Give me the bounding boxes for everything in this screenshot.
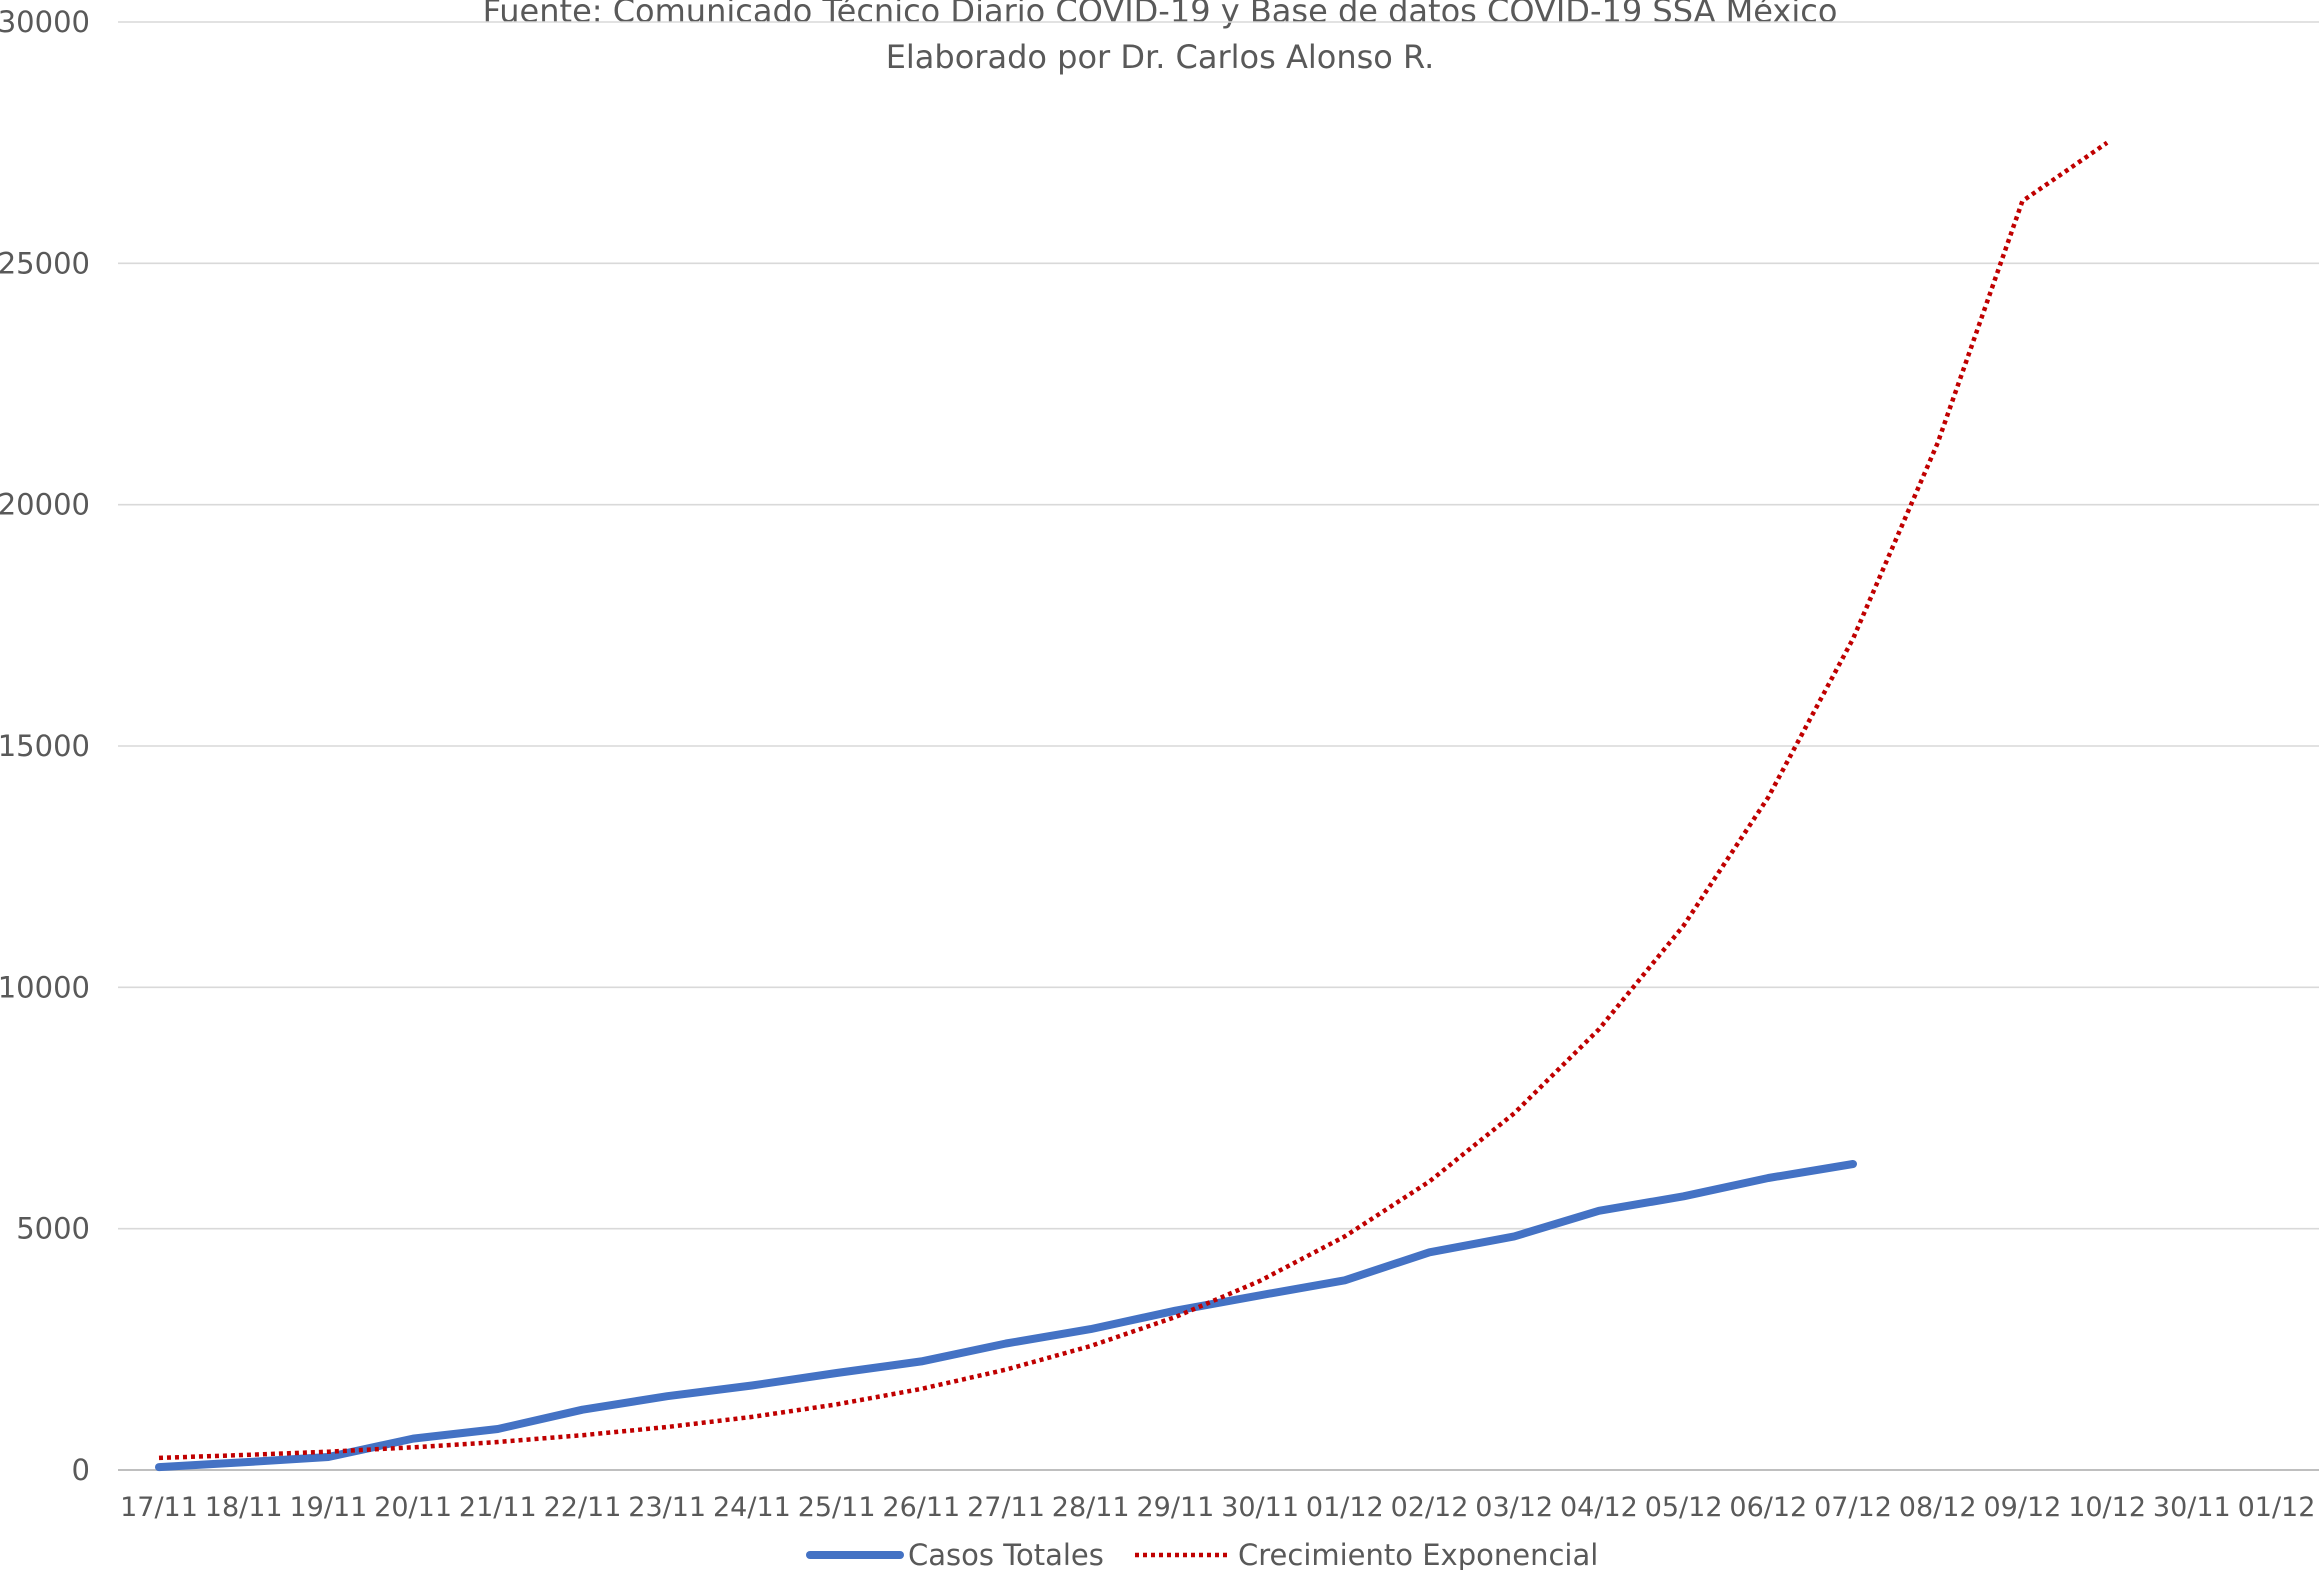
x-tick-label: 26/11 bbox=[882, 1492, 960, 1523]
y-tick-label: 15000 bbox=[0, 729, 90, 763]
y-tick-label: 5000 bbox=[16, 1212, 90, 1246]
x-tick-label: 24/11 bbox=[713, 1492, 791, 1523]
x-tick-label: 10/12 bbox=[2068, 1492, 2146, 1523]
y-tick-label: 30000 bbox=[0, 5, 90, 39]
legend: Casos Totales Crecimiento Exponencial bbox=[806, 1538, 1598, 1570]
x-tick-label: 08/12 bbox=[1899, 1492, 1977, 1523]
x-tick-label: 04/12 bbox=[1560, 1492, 1638, 1523]
x-tick-label: 30/11 bbox=[2153, 1492, 2231, 1523]
x-tick-label: 01/12 bbox=[2238, 1492, 2316, 1523]
x-tick-label: 22/11 bbox=[544, 1492, 622, 1523]
series-line-crecimiento-exponencial bbox=[158, 140, 2109, 1461]
y-tick-label: 20000 bbox=[0, 488, 90, 522]
x-tick-label: 07/12 bbox=[1814, 1492, 1892, 1523]
x-tick-label: 03/12 bbox=[1475, 1492, 1553, 1523]
x-tick-label: 23/11 bbox=[628, 1492, 706, 1523]
y-tick-label: 10000 bbox=[0, 970, 90, 1004]
legend-label-crecimiento-exponencial: Crecimiento Exponencial bbox=[1238, 1538, 1598, 1570]
x-tick-label: 09/12 bbox=[1983, 1492, 2061, 1523]
grid-lines bbox=[118, 21, 2319, 1471]
x-tick-label: 28/11 bbox=[1052, 1492, 1130, 1523]
x-tick-label: 18/11 bbox=[205, 1492, 283, 1523]
y-axis-ticks: 0 5000 10000 15000 20000 25000 30000 bbox=[0, 5, 90, 1487]
x-tick-label: 01/12 bbox=[1306, 1492, 1384, 1523]
chart-subtitle-1: Fuente: Comunicado Técnico Diario COVID-… bbox=[483, 0, 1838, 30]
series-lines bbox=[155, 140, 2109, 1472]
x-tick-label: 30/11 bbox=[1221, 1492, 1299, 1523]
x-tick-label: 05/12 bbox=[1645, 1492, 1723, 1523]
x-axis-ticks: 17/11 18/11 19/11 20/11 21/11 22/11 23/11 24/11… bbox=[120, 1492, 2315, 1523]
x-tick-label: 25/11 bbox=[798, 1492, 876, 1523]
x-tick-label: 21/11 bbox=[459, 1492, 537, 1523]
x-tick-label: 02/12 bbox=[1391, 1492, 1469, 1523]
x-tick-label: 17/11 bbox=[120, 1492, 198, 1523]
x-tick-label: 19/11 bbox=[289, 1492, 367, 1523]
x-tick-label: 27/11 bbox=[967, 1492, 1045, 1523]
x-tick-label: 20/11 bbox=[374, 1492, 452, 1523]
series-line-casos-totales bbox=[155, 1160, 1857, 1472]
x-tick-label: 29/11 bbox=[1136, 1492, 1214, 1523]
chart-subtitle-2: Elaborado por Dr. Carlos Alonso R. bbox=[886, 38, 1435, 76]
y-tick-label: 0 bbox=[72, 1453, 90, 1487]
y-tick-label: 25000 bbox=[0, 246, 90, 280]
legend-label-casos-totales: Casos Totales bbox=[908, 1538, 1104, 1570]
x-tick-label: 06/12 bbox=[1729, 1492, 1807, 1523]
